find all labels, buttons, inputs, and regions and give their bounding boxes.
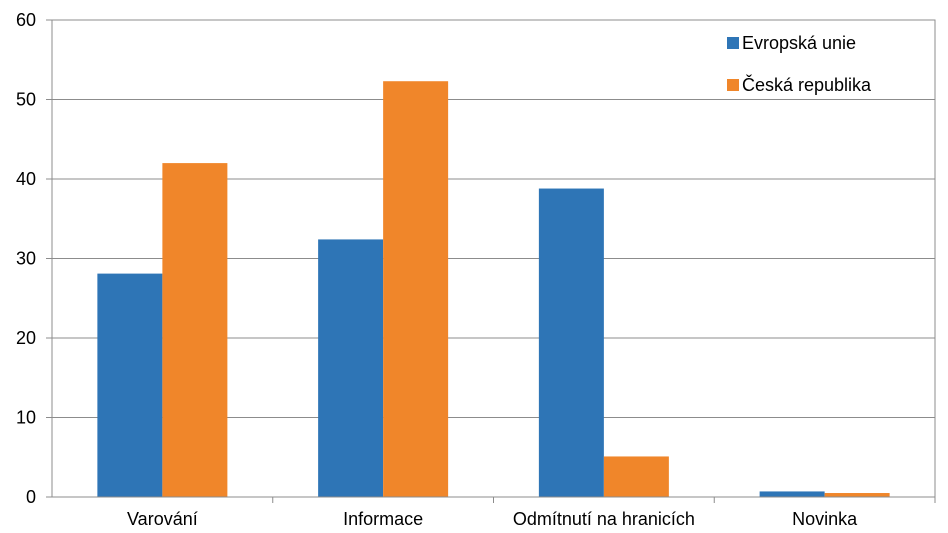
- x-category-labels: Varování Informace Odmítnutí na hranicích N…: [127, 509, 858, 529]
- y-tick-label: 60: [16, 10, 36, 30]
- y-tick-label: 40: [16, 169, 36, 189]
- x-category-label: Odmítnutí na hranicích: [513, 509, 695, 529]
- y-tick-labels: 0 10 20 30 40 50 60: [16, 10, 36, 507]
- bar-ceska-republika: [162, 163, 228, 497]
- bar-ceska-republika: [824, 493, 890, 497]
- y-tick-label: 20: [16, 328, 36, 348]
- axes: [46, 19, 936, 503]
- bar-evropska-unie: [97, 273, 163, 497]
- y-tick-label: 50: [16, 90, 36, 110]
- x-category-label: Informace: [343, 509, 423, 529]
- legend-label: Evropská unie: [742, 33, 856, 53]
- y-tick-label: 10: [16, 408, 36, 428]
- bar-evropska-unie: [759, 491, 825, 497]
- bars: [97, 81, 890, 498]
- legend: Evropská unie Česká republika: [727, 33, 872, 95]
- bar-ceska-republika: [603, 456, 669, 497]
- legend-swatch: [727, 79, 739, 91]
- legend-label: Česká republika: [742, 74, 872, 95]
- legend-swatch: [727, 37, 739, 49]
- bar-ceska-republika: [383, 81, 449, 497]
- y-tick-label: 0: [26, 487, 36, 507]
- bar-evropska-unie: [538, 188, 604, 498]
- x-category-label: Varování: [127, 509, 198, 529]
- y-tick-label: 30: [16, 249, 36, 269]
- bar-evropska-unie: [318, 239, 384, 498]
- x-category-label: Novinka: [792, 509, 858, 529]
